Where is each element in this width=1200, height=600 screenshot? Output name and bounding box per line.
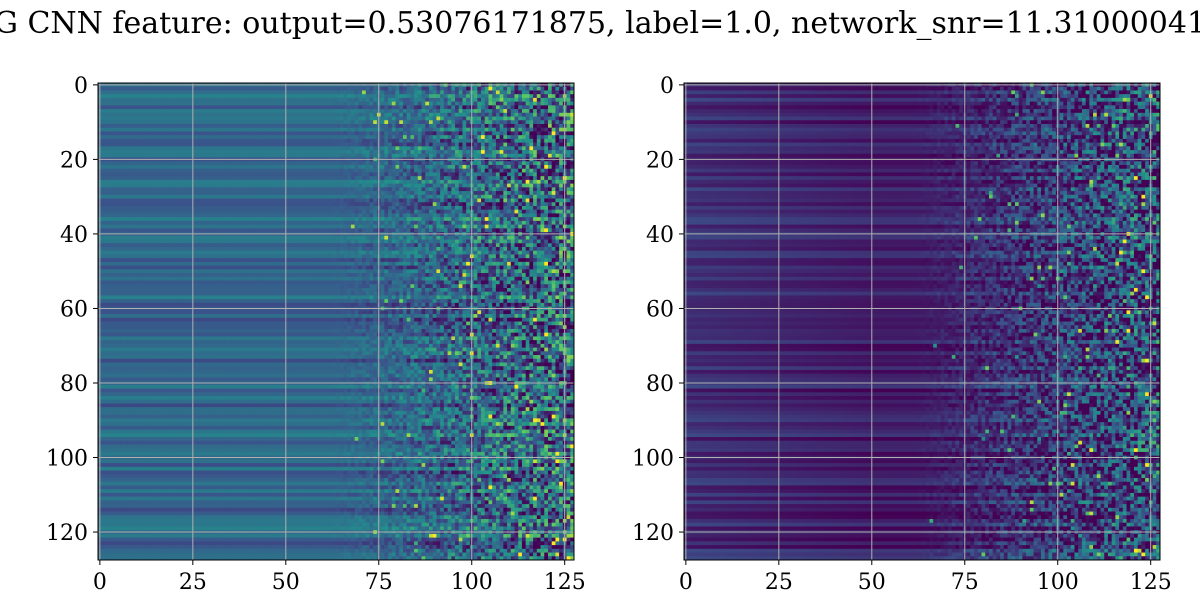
x-tick-label: 75 (365, 570, 393, 595)
x-tick-label: 50 (858, 570, 886, 595)
y-tick-label: 0 (660, 74, 674, 99)
x-tick-label: 25 (179, 570, 207, 595)
x-tick-label: 125 (544, 570, 586, 595)
heatmap-cells-left (98, 83, 574, 560)
axes-frame-right (683, 82, 1161, 561)
y-tick-label: 20 (60, 148, 88, 173)
x-tick-label: 100 (451, 570, 493, 595)
axes-frame-left (97, 82, 575, 561)
y-tick-label: 100 (632, 447, 674, 472)
x-tick-label: 75 (951, 570, 979, 595)
y-tick-label: 60 (60, 297, 88, 322)
y-tick-label: 40 (60, 223, 88, 248)
x-tick-label: 125 (1130, 570, 1172, 595)
y-tick-label: 100 (46, 447, 88, 472)
heatmap-cells-right (684, 83, 1160, 560)
y-axis-ticks-left: 0 20 40 60 80 100 120 (46, 74, 98, 546)
x-tick-label: 25 (765, 570, 793, 595)
y-tick-label: 40 (646, 223, 674, 248)
y-tick-label: 20 (646, 148, 674, 173)
x-axis-ticks-right: 0 25 50 75 100 125 (679, 560, 1172, 595)
x-tick-label: 50 (272, 570, 300, 595)
y-tick-label: 60 (646, 297, 674, 322)
x-tick-label: 0 (679, 570, 693, 595)
grid-lines-left (98, 83, 574, 560)
grid-lines-right (684, 83, 1160, 560)
y-axis-ticks-right: 0 20 40 60 80 100 120 (632, 74, 684, 546)
y-tick-label: 0 (74, 74, 88, 99)
figure-title: G CNN feature: output=0.53076171875, lab… (0, 6, 1200, 41)
heatmap-panel-right: 0 25 50 75 100 125 0 20 40 60 80 100 120 (632, 74, 1172, 595)
y-tick-label: 80 (646, 372, 674, 397)
y-tick-label: 80 (60, 372, 88, 397)
x-tick-label: 0 (93, 570, 107, 595)
y-tick-label: 120 (632, 521, 674, 546)
heatmap-panel-left: 0 25 50 75 100 125 0 20 40 60 80 100 120 (46, 74, 586, 595)
x-tick-label: 100 (1037, 570, 1079, 595)
y-tick-label: 120 (46, 521, 88, 546)
x-axis-ticks-left: 0 25 50 75 100 125 (93, 560, 586, 595)
